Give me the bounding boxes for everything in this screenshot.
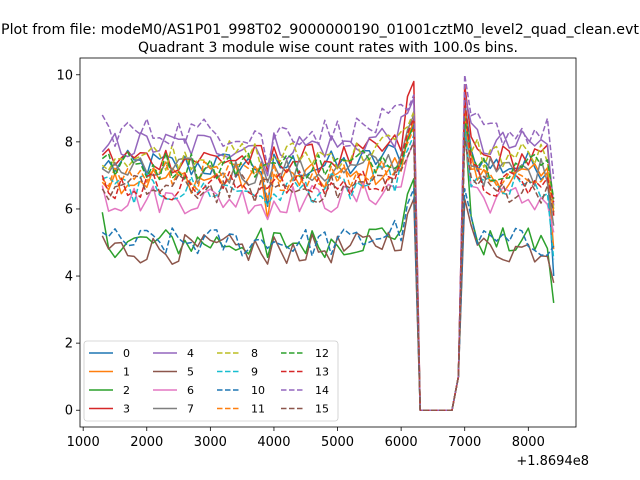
- series-line-14: [101, 74, 555, 411]
- x-tick-label: 8000: [512, 435, 545, 450]
- series-line-5: [101, 198, 555, 411]
- x-tick-label: 6000: [385, 435, 418, 450]
- series-line-6: [101, 134, 555, 411]
- series-line-11: [101, 110, 555, 411]
- legend-label-0: 0: [123, 347, 130, 360]
- x-tick-label: 4000: [257, 435, 290, 450]
- legend-label-5: 5: [187, 366, 194, 379]
- legend-label-13: 13: [315, 366, 329, 379]
- x-tick-label: 7000: [448, 435, 481, 450]
- legend-label-10: 10: [251, 384, 265, 397]
- series-line-9: [102, 127, 555, 411]
- x-offset-label: +1.8694e8: [516, 454, 589, 469]
- legend-label-3: 3: [123, 403, 130, 416]
- legend-label-6: 6: [187, 384, 194, 397]
- legend-label-1: 1: [123, 366, 130, 379]
- legend-label-15: 15: [315, 403, 329, 416]
- y-tick-label: 0: [65, 404, 73, 419]
- series-line-3: [101, 80, 555, 411]
- x-tick-label: 5000: [321, 435, 354, 450]
- legend-label-9: 9: [251, 366, 258, 379]
- series-line-10: [101, 188, 555, 411]
- series-line-4: [101, 94, 555, 411]
- chart-suptitle: Plot from file: modeM0/AS1P01_998T02_900…: [1, 22, 639, 38]
- x-tick-label: 2000: [130, 435, 163, 450]
- legend-label-14: 14: [315, 384, 329, 397]
- legend-label-8: 8: [251, 347, 258, 360]
- y-tick-label: 4: [65, 270, 73, 285]
- series-layer: [101, 74, 555, 411]
- y-tick-label: 2: [65, 337, 73, 352]
- y-axis: 0 2 4 6 8 10: [56, 68, 80, 419]
- x-tick-label: 1000: [67, 435, 100, 450]
- x-tick-label: 3000: [194, 435, 227, 450]
- legend-label-12: 12: [315, 347, 329, 360]
- chart-title: Quadrant 3 module wise count rates with …: [138, 40, 518, 56]
- legend-label-4: 4: [187, 347, 194, 360]
- series-line-8: [101, 110, 555, 411]
- y-tick-label: 8: [65, 135, 73, 150]
- series-line-15: [101, 137, 555, 411]
- legend-label-2: 2: [123, 384, 130, 397]
- y-tick-label: 10: [56, 68, 73, 83]
- legend-box: [83, 340, 339, 422]
- plot-frame: [79, 57, 577, 428]
- x-axis: 1000 2000 3000 4000 5000 6000 7000 8000: [67, 427, 545, 450]
- y-tick-label: 6: [65, 202, 73, 217]
- legend-label-11: 11: [251, 403, 265, 416]
- legend-label-7: 7: [187, 403, 194, 416]
